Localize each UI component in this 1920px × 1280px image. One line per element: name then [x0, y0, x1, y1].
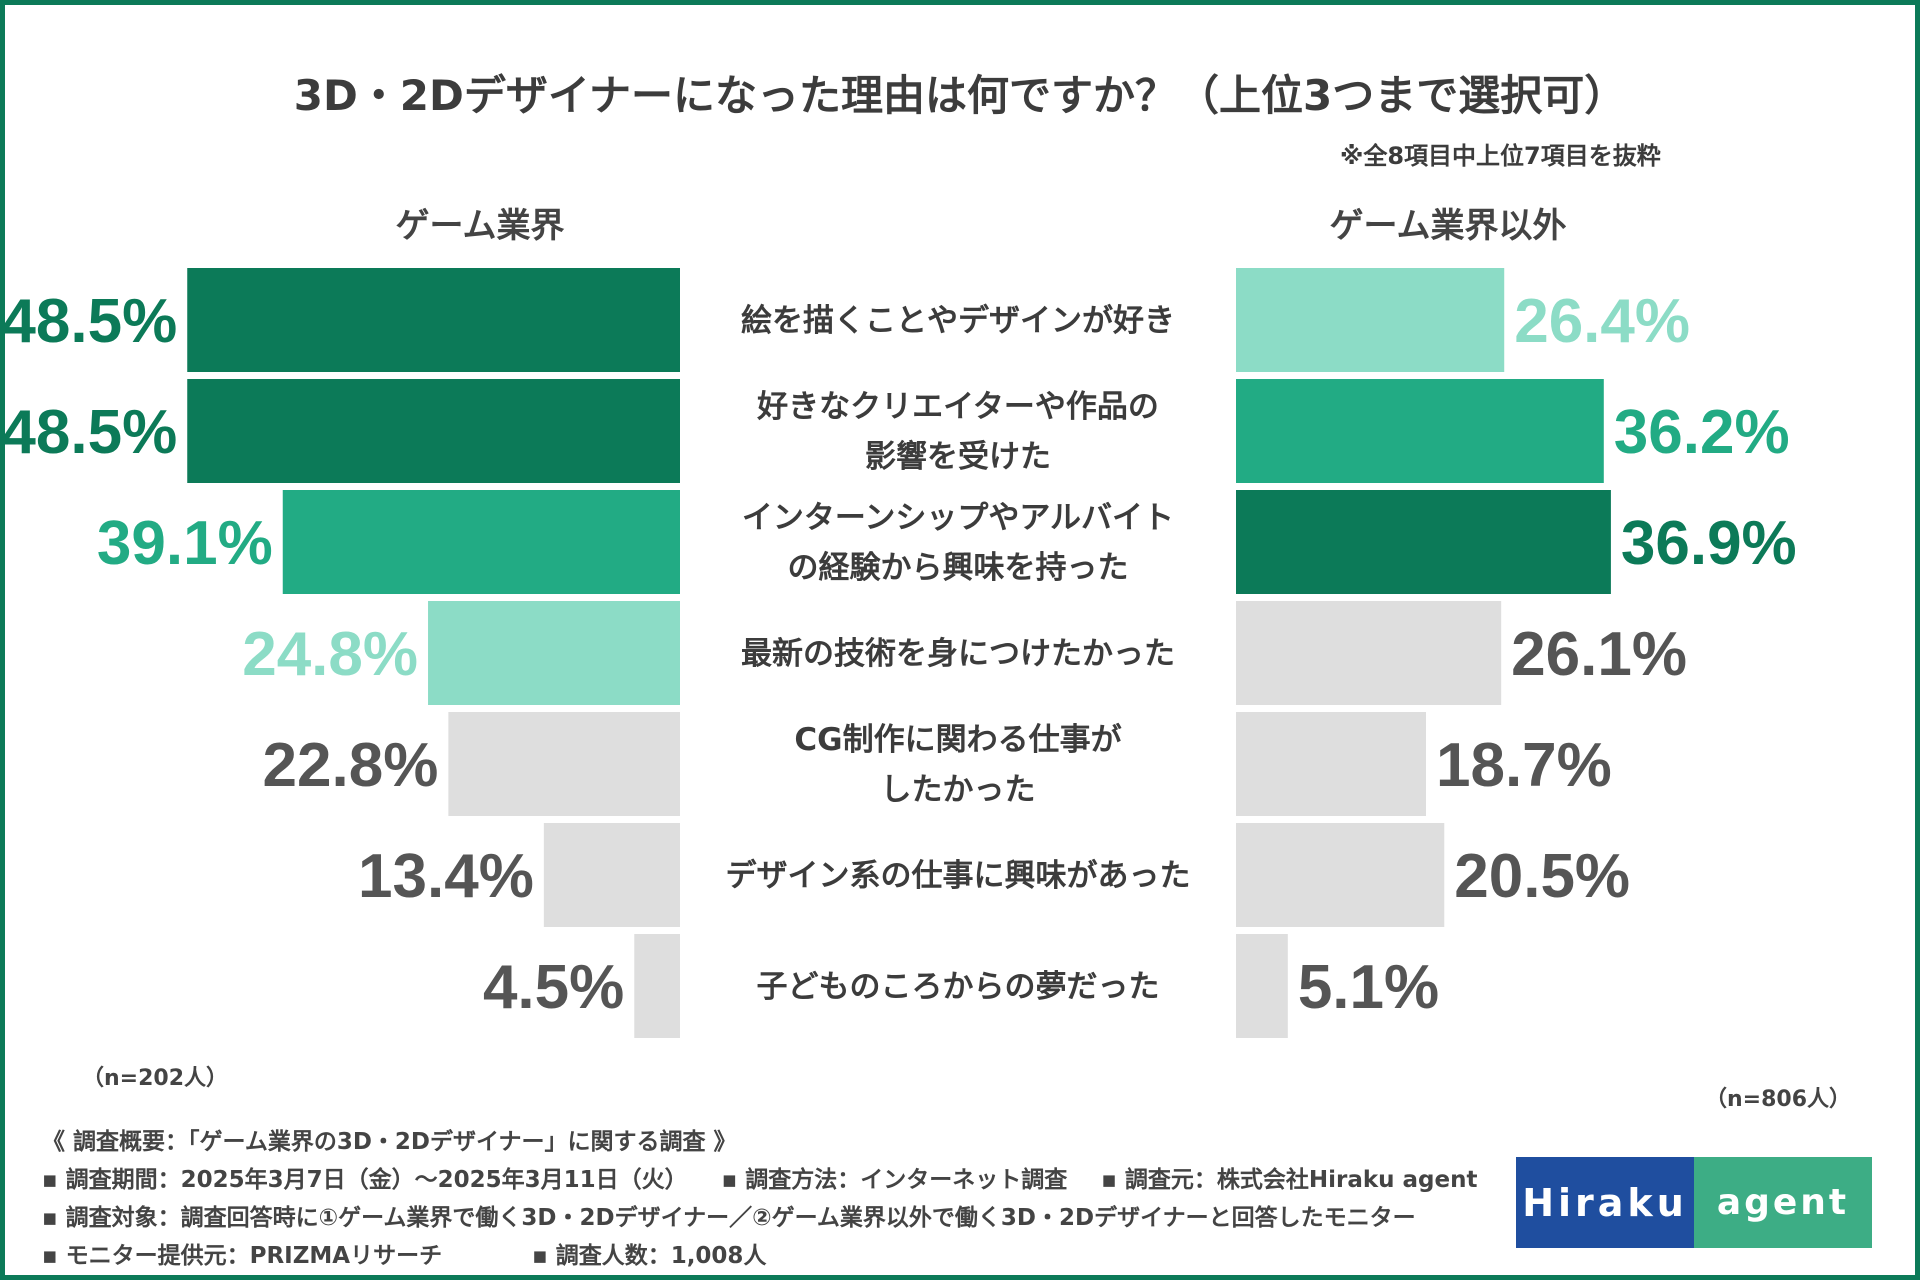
hiraku-agent-logo: Hiraku agent [1516, 1157, 1872, 1248]
survey-line-3: ▪ モニター提供元：PRIZMAリサーチ ▪ 調査人数：1,008人 [42, 1236, 766, 1270]
category-label: デザイン系の仕事に興味があった [726, 858, 1191, 894]
right-bar [1236, 379, 1604, 483]
category-label: したかった [881, 772, 1036, 808]
left-value-label: 48.5% [1, 287, 177, 356]
left-value-label: 22.8% [263, 731, 439, 800]
category-label: インターンシップやアルバイト [742, 500, 1174, 536]
survey-target: ▪ 調査対象：調査回答時に①ゲーム業界で働く3D・2Dデザイナー／②ゲーム業界以… [42, 1205, 1416, 1231]
right-sample-size: （n=806人） [1705, 1087, 1852, 1112]
survey-heading: 《 調査概要：「ゲーム業界の3D・2Dデザイナー」に関する調査 》 [42, 1129, 737, 1155]
right-value-label: 18.7% [1436, 731, 1612, 800]
right-bar [1236, 712, 1426, 816]
right-value-label: 5.1% [1298, 953, 1439, 1022]
right-value-label: 36.9% [1621, 509, 1797, 578]
left-bar [448, 712, 680, 816]
right-series-heading: ゲーム業界以外 [1329, 206, 1567, 246]
left-value-label: 48.5% [1, 398, 177, 467]
right-value-label: 36.2% [1614, 398, 1790, 467]
left-value-label: 13.4% [358, 842, 534, 911]
left-bar [428, 601, 680, 705]
left-value-label: 4.5% [483, 953, 624, 1022]
right-value-label: 26.4% [1514, 287, 1690, 356]
right-bar [1236, 601, 1502, 705]
right-bar [1236, 268, 1505, 372]
survey-count: ▪ 調査人数：1,008人 [532, 1243, 767, 1269]
left-sample-size: （n=202人） [82, 1066, 229, 1091]
survey-method: ▪ 調査方法：インターネット調査 [721, 1167, 1068, 1193]
category-label: 絵を描くことやデザインが好き [741, 303, 1175, 339]
category-label: CG制作に関わる仕事が [794, 722, 1121, 758]
survey-source: ▪ 調査元：株式会社Hiraku agent [1101, 1167, 1478, 1193]
survey-provider: ▪ モニター提供元：PRIZMAリサーチ [42, 1243, 443, 1269]
left-series-heading: ゲーム業界 [395, 206, 565, 246]
logo-hiraku: Hiraku [1516, 1157, 1694, 1248]
left-bar [187, 268, 681, 372]
chart-title: 3D・2Dデザイナーになった理由は何ですか？（上位3つまで選択可） [293, 71, 1627, 120]
left-value-label: 24.8% [242, 620, 418, 689]
right-value-label: 26.1% [1511, 620, 1687, 689]
right-value-label: 20.5% [1454, 842, 1630, 911]
chart-note: ※全8項目中上位7項目を抜粋 [1340, 142, 1661, 170]
right-bar [1236, 490, 1611, 594]
right-bar [1236, 823, 1445, 927]
category-label: 子どものころからの夢だった [757, 969, 1160, 1005]
logo-agent: agent [1694, 1157, 1872, 1248]
survey-line-1: ▪ 調査期間：2025年3月7日（金）～2025年3月11日（火） ▪ 調査方法：… [42, 1160, 1477, 1194]
left-bar [543, 823, 680, 927]
category-label: 影響を受けた [865, 439, 1051, 475]
left-bar [282, 490, 680, 594]
category-label: の経験から興味を持った [788, 550, 1129, 586]
left-bar [634, 934, 680, 1038]
left-value-label: 39.1% [97, 509, 273, 578]
category-label: 最新の技術を身につけたかった [741, 636, 1175, 672]
left-bar [187, 379, 681, 483]
right-bar [1236, 934, 1288, 1038]
category-label: 好きなクリエイターや作品の [756, 389, 1159, 425]
survey-period: ▪ 調査期間：2025年3月7日（金）～2025年3月11日（火） [42, 1167, 688, 1193]
